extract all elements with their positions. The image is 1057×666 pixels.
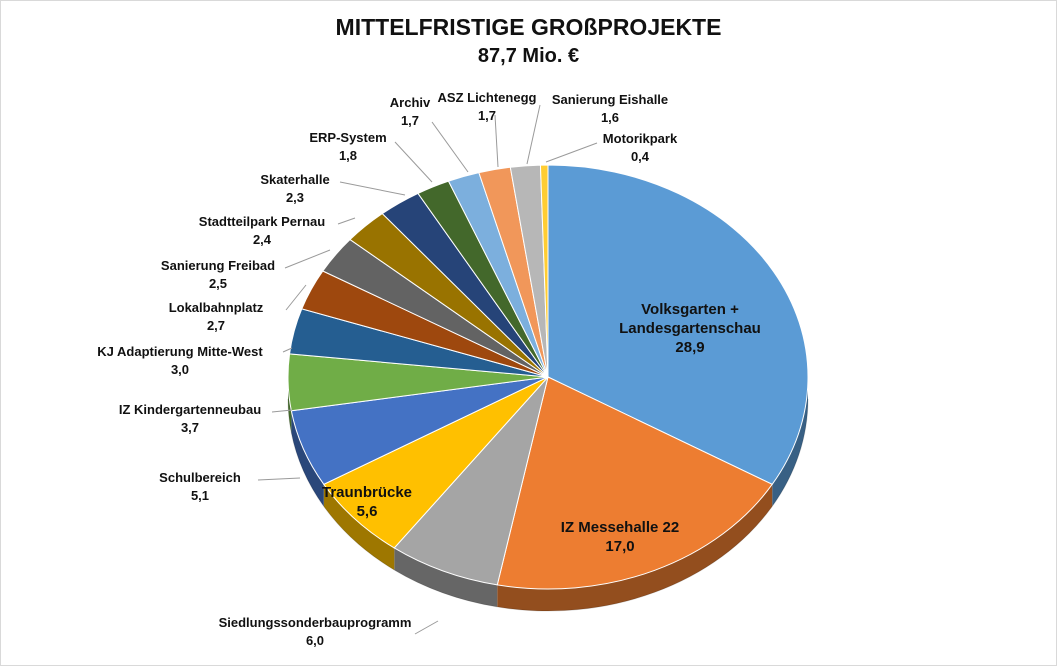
leader-line-stadtteilpark-pernau xyxy=(337,217,356,225)
leader-line-sanierung-freibad xyxy=(284,249,331,269)
data-label-schulbereich: Schulbereich 5,1 xyxy=(159,470,241,503)
slice-side-iz-messehalle-22 xyxy=(497,484,773,611)
leader-line-iz-kindergartenneubau xyxy=(271,409,293,413)
pie-rim xyxy=(287,398,809,612)
chart-subtitle: 87,7 Mio. € xyxy=(477,45,580,67)
data-label-kj-adaptierung-mitte-west: KJ Adaptierung Mitte-West 3,0 xyxy=(97,344,263,377)
data-label-traunbruecke: Traunbrücke 5,6 xyxy=(322,484,412,520)
data-label-iz-kindergartenneubau: IZ Kindergartenneubau 3,7 xyxy=(119,402,261,435)
leader-line-erp-system xyxy=(394,141,433,183)
leader-line-motorikpark xyxy=(545,142,598,163)
data-label-asz-lichtenegg: ASZ Lichtenegg 1,7 xyxy=(438,90,537,123)
leader-line-schulbereich xyxy=(257,477,301,481)
slice-side-volksgarten-landesgartenschau xyxy=(772,377,808,507)
data-label-volksgarten-landesgartenschau: Volksgarten + Landesgartenschau 28,9 xyxy=(619,301,761,356)
slice-side-siedlungssonderbauprogramm xyxy=(394,547,498,607)
leader-line-kj-adaptierung-mitte-west xyxy=(282,347,293,353)
data-label-lokalbahnplatz: Lokalbahnplatz 2,7 xyxy=(169,300,264,333)
slice-side-iz-kindergartenneubau xyxy=(288,377,292,433)
data-label-siedlungssonderbauprogramm: Siedlungssonderbauprogramm 6,0 xyxy=(219,615,412,648)
data-label-archiv: Archiv 1,7 xyxy=(390,95,431,128)
data-label-skaterhalle: Skaterhalle 2,3 xyxy=(260,172,329,205)
data-label-sanierung-freibad: Sanierung Freibad 2,5 xyxy=(161,258,275,291)
leader-line-siedlungssonderbauprogramm xyxy=(414,620,439,635)
leader-line-lokalbahnplatz xyxy=(285,284,307,311)
slice-motorikpark xyxy=(539,164,549,378)
slice-volksgarten-landesgartenschau xyxy=(547,164,809,485)
slice-siedlungssonderbauprogramm xyxy=(393,376,549,586)
leader-line-skaterhalle xyxy=(339,181,406,196)
leader-line-archiv xyxy=(431,121,469,173)
leader-line-asz-lichtenegg xyxy=(494,114,499,168)
data-label-sanierung-eishalle: Sanierung Eishalle 1,6 xyxy=(552,92,668,125)
leader-line-sanierung-eishalle xyxy=(526,104,541,165)
leader-lines xyxy=(257,104,598,635)
data-label-erp-system: ERP-System 1,8 xyxy=(309,130,386,163)
data-label-iz-messehalle-22: IZ Messehalle 22 17,0 xyxy=(561,519,679,555)
data-label-motorikpark: Motorikpark 0,4 xyxy=(603,131,678,164)
pie-slices xyxy=(287,164,809,590)
data-label-stadtteilpark-pernau: Stadtteilpark Pernau 2,4 xyxy=(199,214,325,247)
chart-title: MITTELFRISTIGE GROßPROJEKTE xyxy=(335,14,722,40)
data-labels: Volksgarten + Landesgartenschau 28,9 IZ Mes… xyxy=(97,90,761,648)
slice-iz-messehalle-22 xyxy=(496,376,773,590)
